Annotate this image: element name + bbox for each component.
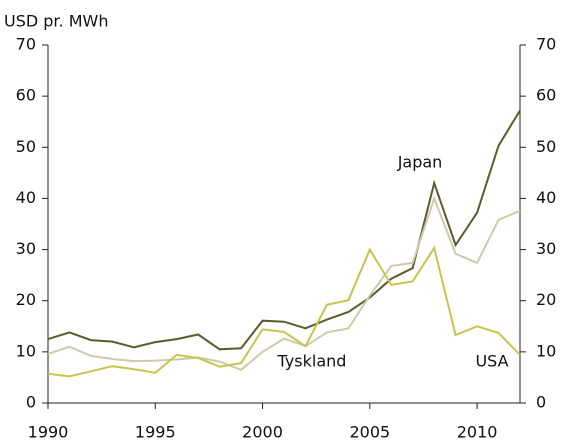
series-label: Japan [397,153,443,172]
y2-tick-label: 40 [536,188,556,207]
series-label: Tyskland [277,352,347,371]
x-tick-label: 1990 [28,423,69,442]
y-tick-label: 70 [16,35,36,54]
y-tick-label: 50 [16,137,36,156]
y2-tick-label: 20 [536,290,556,309]
line [47,195,521,371]
line [47,245,521,378]
y2-tick-label: 50 [536,137,556,156]
y-tick-label: 10 [16,341,36,360]
y-tick-label: 0 [26,393,36,412]
y2-tick-label: 60 [536,86,556,105]
y2-tick-label: 0 [536,393,546,412]
x-tick-label: 2000 [242,423,283,442]
y-tick-label: 60 [16,86,36,105]
y2-tick-label: 30 [536,239,556,258]
series-label: USA [475,352,508,371]
y-axis-label: USD pr. MWh [4,12,108,31]
line [47,109,521,351]
x-tick-label: 2005 [349,423,390,442]
x-tick-label: 1995 [135,423,176,442]
y2-tick-label: 70 [536,35,556,54]
y-tick-label: 20 [16,290,36,309]
y-tick-label: 40 [16,188,36,207]
x-tick-label: 2010 [457,423,498,442]
y-tick-label: 30 [16,239,36,258]
y2-tick-label: 10 [536,341,556,360]
